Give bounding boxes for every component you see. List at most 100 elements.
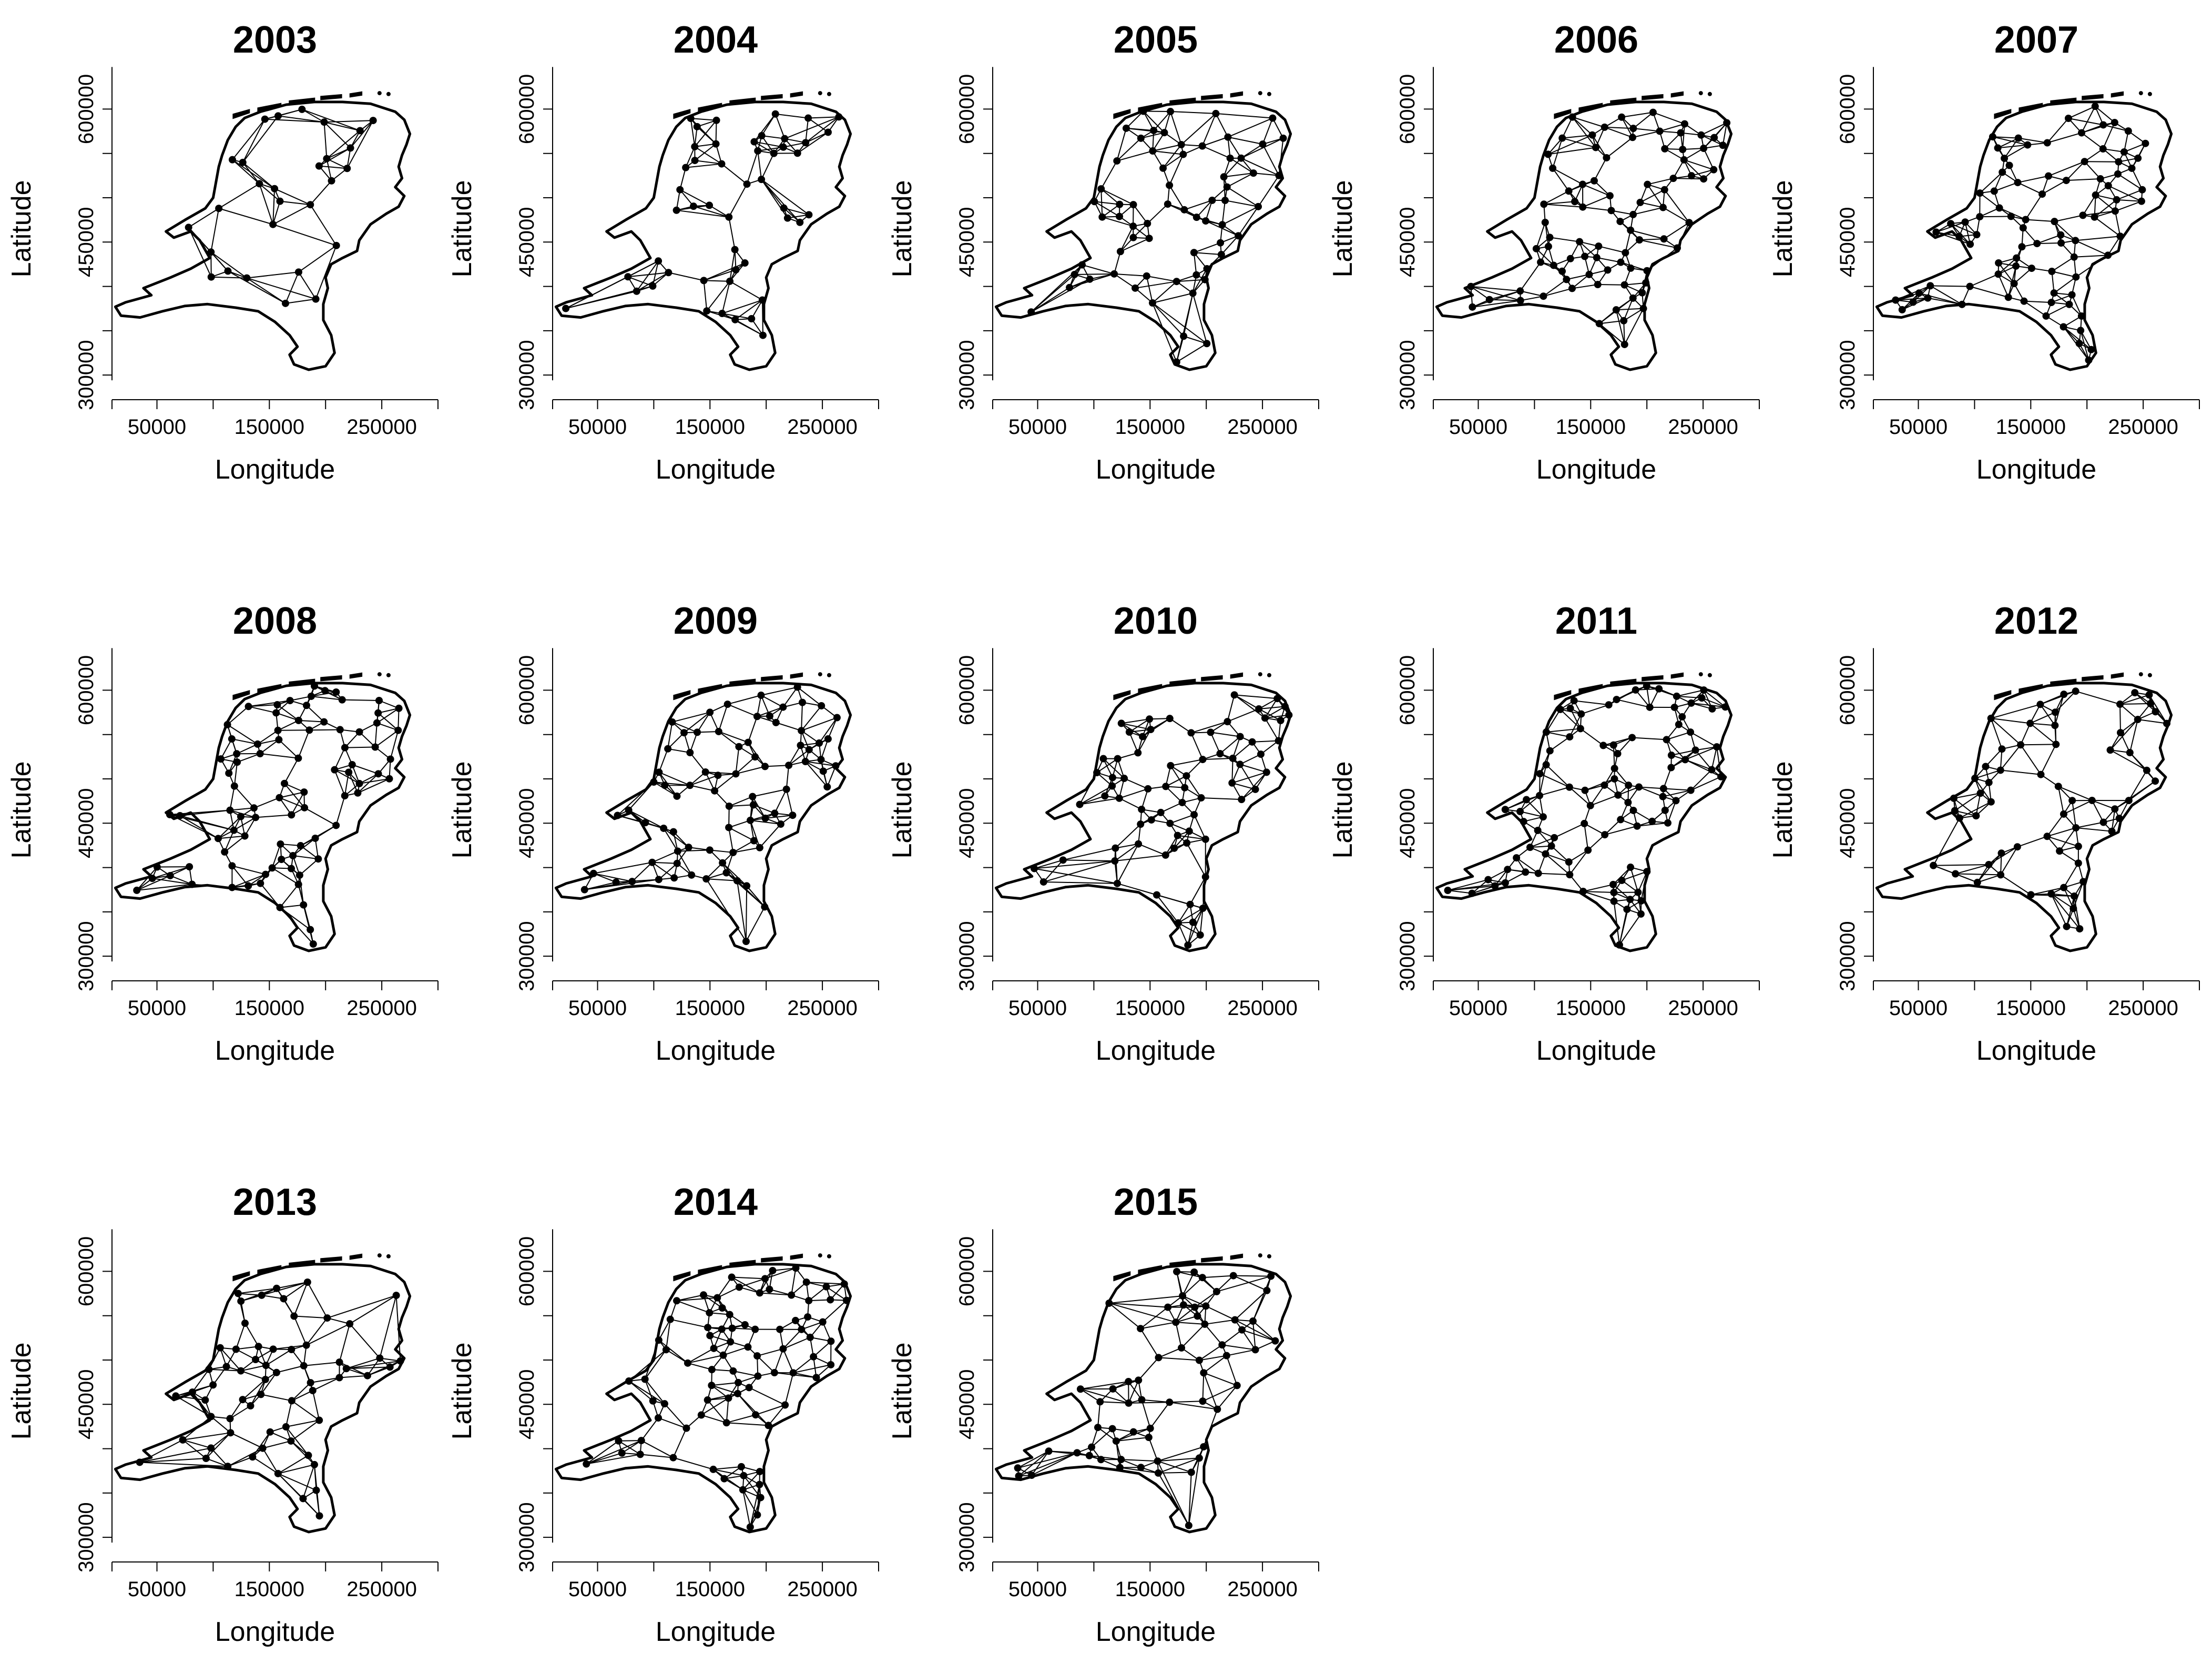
network-edge [1149,1402,1170,1429]
station-point [1172,1318,1180,1326]
station-point [356,127,364,135]
station-point [1071,270,1078,278]
network-edge [628,272,669,278]
station-point [712,116,720,124]
x-tick-label: 50000 [128,997,186,1020]
x-tick-label: 50000 [1449,415,1507,439]
station-point [1546,234,1554,241]
network-edge [1584,823,1605,836]
network-edge [1193,252,1197,275]
network-edge [1117,150,1153,161]
network-edge [658,863,678,880]
station-point [1595,320,1603,328]
station-point [2056,847,2064,855]
station-point [1627,864,1635,871]
network-edge [1177,835,1206,840]
island [2050,678,2077,686]
island [386,1254,391,1259]
station-point [1595,242,1603,250]
network-edge [1120,238,1150,252]
station-point [2152,777,2159,785]
network-edge [706,878,747,942]
station-point [1544,242,1552,250]
x-axis-title: Longitude [656,1617,776,1647]
station-point [1223,183,1231,191]
station-point [625,1377,633,1385]
station-point [1566,255,1574,262]
station-point [1191,1303,1199,1311]
station-point [822,1283,830,1291]
station-point [753,1352,761,1360]
station-point [1218,1341,1226,1349]
island [729,1260,756,1267]
network-edge [1108,1303,1141,1330]
station-point [1248,738,1256,746]
network-edge [1569,786,1591,806]
network-edge [1252,740,1279,743]
station-point [2092,191,2099,199]
network-edge [1252,1321,1276,1342]
station-point [686,749,694,757]
network-edge [2020,723,2031,745]
station-point [278,856,286,864]
station-point [1199,905,1207,912]
station-point [257,1391,265,1398]
station-point [1166,715,1174,723]
station-point [2104,182,2112,190]
network-edge [679,189,710,206]
network-edge [1221,235,1239,255]
network-edge [1659,123,1685,132]
network-edge [2107,236,2121,256]
network-edge [349,1323,381,1359]
station-point [1708,705,1716,713]
network-edge [2068,106,2096,119]
station-point [252,814,260,821]
network-edge [298,719,324,723]
station-point [1217,239,1225,247]
station-point [2043,833,2051,840]
station-point [1637,910,1645,918]
station-point [726,1311,733,1318]
station-point [1150,127,1158,135]
network-edge [1165,835,1178,856]
network-edge [1100,189,1103,217]
station-point [759,331,767,339]
station-point [294,268,302,276]
network-edge [1933,817,1960,866]
station-point [1629,125,1637,133]
network-edge [2124,143,2146,153]
station-point [733,877,741,885]
station-point [1601,781,1608,789]
network-edge [1152,302,1177,362]
station-point [1513,854,1521,862]
station-point [1601,123,1608,131]
network-edge [1175,1315,1198,1323]
station-point [1109,1385,1117,1393]
network-edge [1265,714,1289,719]
network-edge [1133,204,1148,224]
station-point [2060,810,2067,818]
network-edge [2024,300,2052,303]
station-point [1117,719,1125,727]
network-edge [641,1440,674,1458]
network-edge [1227,695,1235,722]
island [2082,94,2104,100]
station-point [739,1486,747,1494]
network-edge [1170,111,1182,145]
station-point [1015,1472,1023,1480]
network-edge [2025,219,2055,222]
network-edge [1568,849,1588,863]
network-edge [1516,857,1539,874]
network-edge [1170,111,1216,114]
network-edge [797,686,822,706]
station-point [649,1397,657,1405]
network-edge [327,1317,350,1325]
station-point [1221,197,1229,205]
network-edge [313,1464,317,1490]
network-edge [628,1381,654,1402]
network-edge [1625,230,1632,253]
y-axis-title: Latitude [6,1342,37,1439]
station-point [304,1452,312,1459]
network-edge [2111,809,2116,831]
network-edge [1955,873,2001,876]
